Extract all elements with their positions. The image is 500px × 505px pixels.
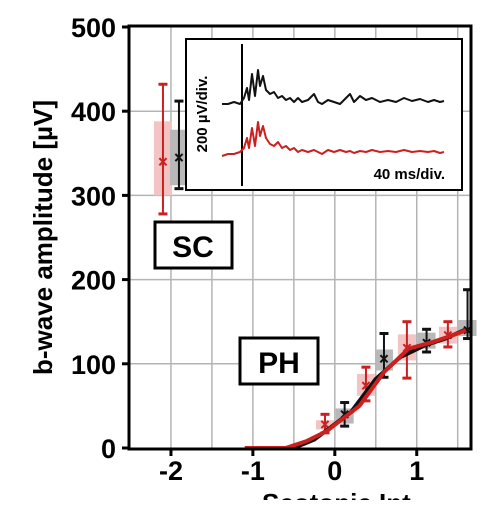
inset-frame (185, 38, 463, 191)
median-marker (174, 153, 184, 162)
ph-label-box: PH (238, 336, 320, 386)
x-tick-label: -2 (159, 456, 183, 486)
y-axis-label: b-wave amplitude [µV] (28, 100, 58, 375)
median-marker (361, 381, 371, 390)
inset-traces (221, 69, 445, 157)
inset-panel: 200 µV/div. 40 ms/div. (185, 38, 463, 191)
box-plot (153, 82, 172, 216)
y-tick-label: 300 (71, 181, 116, 211)
inset-trace-red (221, 121, 445, 157)
median-marker (320, 420, 330, 429)
inset-xlabel: 40 ms/div. (374, 166, 445, 183)
x-tick-label: -1 (241, 456, 265, 486)
box-plot (169, 99, 188, 191)
sc-layer (153, 82, 188, 216)
y-tick-label: 500 (71, 13, 116, 43)
median-marker (379, 354, 389, 364)
y-tick-label: 400 (71, 97, 116, 127)
y-tick-label: 200 (71, 266, 116, 296)
median-marker (158, 157, 168, 167)
inset-ylabel: 200 µV/div. (194, 76, 211, 153)
x-tick-label: 1 (409, 456, 424, 486)
sc-label: SC (172, 231, 214, 264)
plot-frame (127, 24, 473, 451)
y-tick-label: 100 (71, 350, 116, 380)
x-tick-label: 0 (327, 456, 342, 486)
ph-curve-red (244, 328, 467, 450)
sc-label-box: SC (153, 220, 234, 270)
ph-label: PH (258, 347, 300, 380)
y-tick-label: 0 (101, 434, 116, 464)
inset-trace-black (222, 69, 445, 105)
x-axis-label: Scotopic Int. (262, 488, 418, 500)
